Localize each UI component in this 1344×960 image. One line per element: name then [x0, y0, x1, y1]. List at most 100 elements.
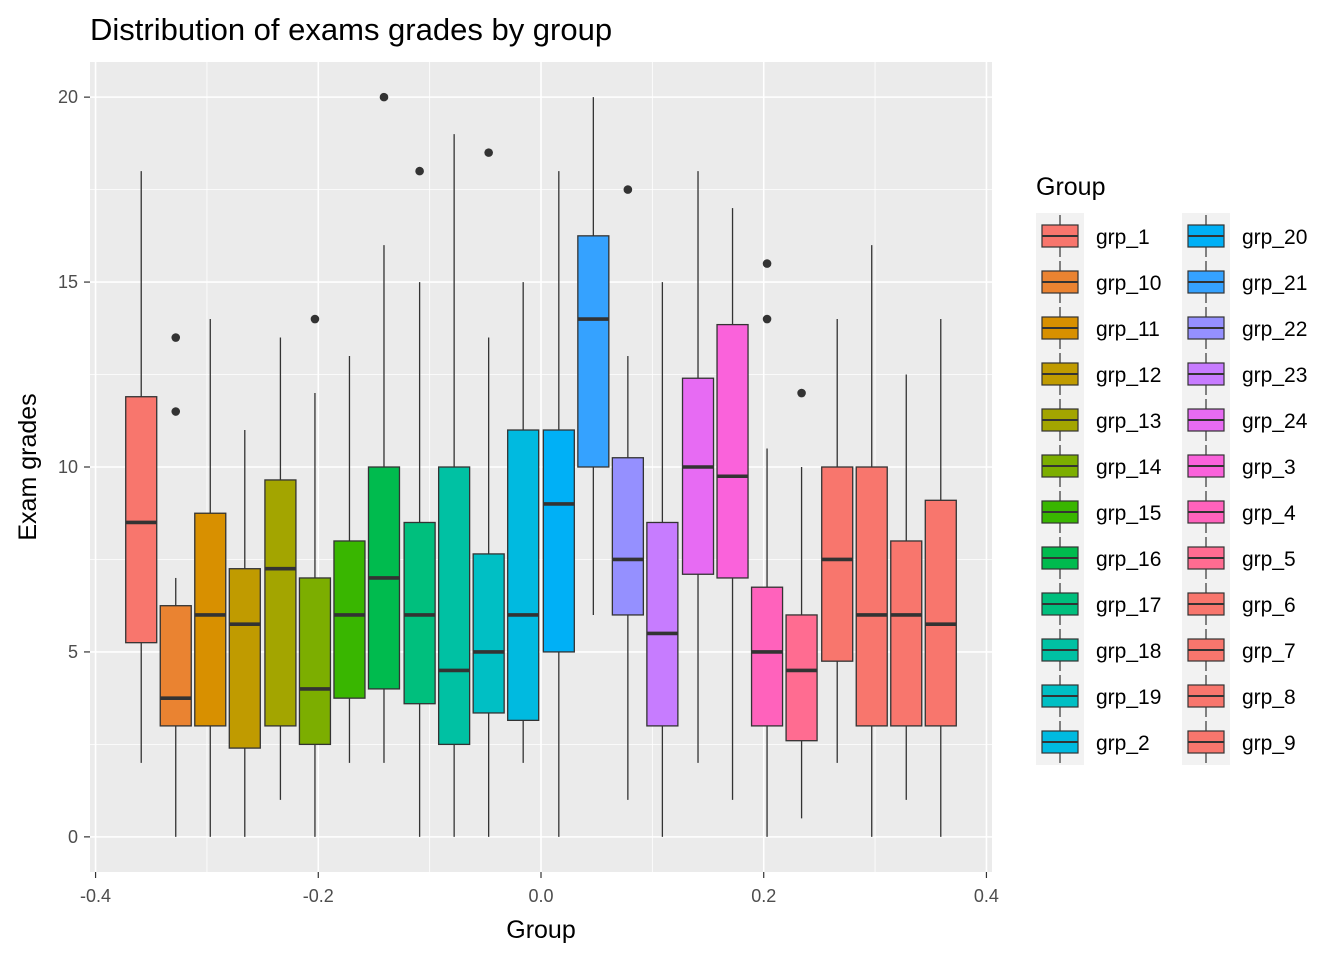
legend-item-grp_12: grp_12 — [1041, 353, 1161, 395]
outlier-point — [623, 185, 633, 194]
legend-item-grp_19: grp_19 — [1041, 675, 1161, 717]
box-grp_7 — [855, 245, 888, 837]
legend-label: grp_20 — [1242, 226, 1307, 249]
legend-item-grp_13: grp_13 — [1041, 399, 1161, 441]
legend-item-grp_3: grp_3 — [1187, 445, 1296, 487]
legend-label: grp_14 — [1096, 456, 1162, 479]
iqr-box — [159, 605, 192, 727]
chart-title: Distribution of exams grades by group — [90, 12, 612, 47]
legend-item-grp_20: grp_20 — [1187, 215, 1307, 257]
x-tick-label: 0.4 — [974, 886, 999, 906]
legend-item-grp_1: grp_1 — [1041, 215, 1150, 257]
box-grp_19 — [472, 148, 505, 837]
legend-label: grp_7 — [1242, 640, 1296, 663]
legend-item-grp_6: grp_6 — [1187, 583, 1296, 625]
legend-item-grp_16: grp_16 — [1041, 537, 1161, 579]
box-grp_11 — [194, 319, 227, 837]
legend-item-grp_7: grp_7 — [1187, 629, 1296, 671]
iqr-box — [646, 521, 679, 727]
legend-item-grp_4: grp_4 — [1187, 491, 1296, 533]
legend-item-grp_9: grp_9 — [1187, 721, 1296, 763]
box-grp_6 — [821, 319, 854, 763]
legend-label: grp_10 — [1096, 272, 1161, 295]
iqr-box — [611, 457, 645, 616]
legend-label: grp_4 — [1242, 502, 1296, 525]
box-grp_14 — [298, 314, 332, 837]
legend-label: grp_17 — [1096, 594, 1161, 617]
y-tick-label: 5 — [68, 642, 78, 662]
outlier-point — [762, 314, 772, 324]
iqr-box — [821, 466, 854, 662]
legend-item-grp_2: grp_2 — [1041, 721, 1150, 763]
legend: Group grp_1 grp_10 grp_11 grp_12 grp_13 grp_1… — [1036, 173, 1308, 765]
box-grp_8 — [890, 374, 923, 800]
legend-label: grp_5 — [1242, 548, 1296, 571]
box-grp_24 — [681, 171, 715, 763]
legend-label: grp_13 — [1096, 410, 1161, 433]
y-tick-label: 0 — [68, 827, 78, 847]
box-grp_15 — [333, 356, 366, 763]
legend-label: grp_11 — [1096, 318, 1160, 341]
box-grp_4 — [750, 259, 784, 837]
box-grp_21 — [577, 97, 610, 615]
outlier-point — [379, 92, 389, 102]
legend-item-grp_5: grp_5 — [1187, 537, 1296, 579]
iqr-box — [890, 540, 923, 727]
legend-key-background — [1036, 213, 1084, 765]
legend-label: grp_21 — [1242, 272, 1307, 295]
iqr-box — [785, 614, 818, 742]
box-grp_13 — [264, 337, 297, 800]
outlier-point — [310, 314, 320, 324]
y-tick-label: 20 — [58, 87, 78, 107]
box-grp_23 — [646, 282, 679, 837]
y-axis-title: Exam grades — [14, 393, 42, 540]
x-tick-label: 0.0 — [528, 886, 553, 906]
legend-item-grp_10: grp_10 — [1041, 261, 1161, 303]
outlier-point — [484, 148, 493, 157]
outlier-point — [797, 388, 806, 398]
iqr-box — [125, 396, 158, 644]
iqr-box — [228, 568, 261, 749]
outlier-point — [415, 166, 424, 176]
legend-item-grp_14: grp_14 — [1041, 445, 1162, 487]
box-grp_18 — [437, 134, 471, 837]
legend-label: grp_9 — [1242, 732, 1296, 755]
box-grp_22 — [611, 185, 645, 800]
outlier-point — [171, 333, 181, 342]
iqr-box — [855, 466, 888, 727]
legend-item-grp_11: grp_11 — [1041, 307, 1160, 349]
legend-item-grp_18: grp_18 — [1041, 629, 1161, 671]
legend-item-grp_23: grp_23 — [1187, 353, 1307, 395]
y-axis: 0 5 10 15 20 — [58, 87, 90, 847]
iqr-box — [577, 235, 610, 468]
legend-item-grp_17: grp_17 — [1041, 583, 1161, 625]
y-tick-label: 10 — [58, 457, 78, 477]
box-grp_2 — [507, 282, 540, 763]
box-grp_20 — [542, 171, 575, 837]
box-grp_12 — [228, 430, 261, 837]
legend-label: grp_8 — [1242, 686, 1296, 709]
legend-item-grp_8: grp_8 — [1187, 675, 1296, 717]
legend-label: grp_6 — [1242, 594, 1296, 617]
iqr-box — [333, 540, 366, 699]
iqr-box — [716, 323, 749, 579]
box-grp_9 — [924, 319, 957, 837]
legend-label: grp_18 — [1096, 640, 1161, 663]
legend-label: grp_22 — [1242, 318, 1307, 341]
iqr-box — [507, 429, 540, 722]
iqr-box — [194, 512, 227, 727]
legend-label: grp_1 — [1096, 226, 1150, 249]
box-series-group — [125, 92, 957, 837]
x-tick-label: -0.2 — [303, 886, 334, 906]
legend-label: grp_16 — [1096, 548, 1161, 571]
iqr-box — [403, 521, 436, 705]
box-grp_3 — [716, 208, 749, 800]
iqr-box — [924, 499, 957, 727]
legend-item-grp_15: grp_15 — [1041, 491, 1161, 533]
x-tick-label: 0.2 — [751, 886, 776, 906]
iqr-box — [542, 429, 575, 653]
legend-title: Group — [1036, 173, 1105, 201]
legend-item-grp_21: grp_21 — [1187, 261, 1307, 303]
x-axis-title: Group — [506, 916, 575, 944]
